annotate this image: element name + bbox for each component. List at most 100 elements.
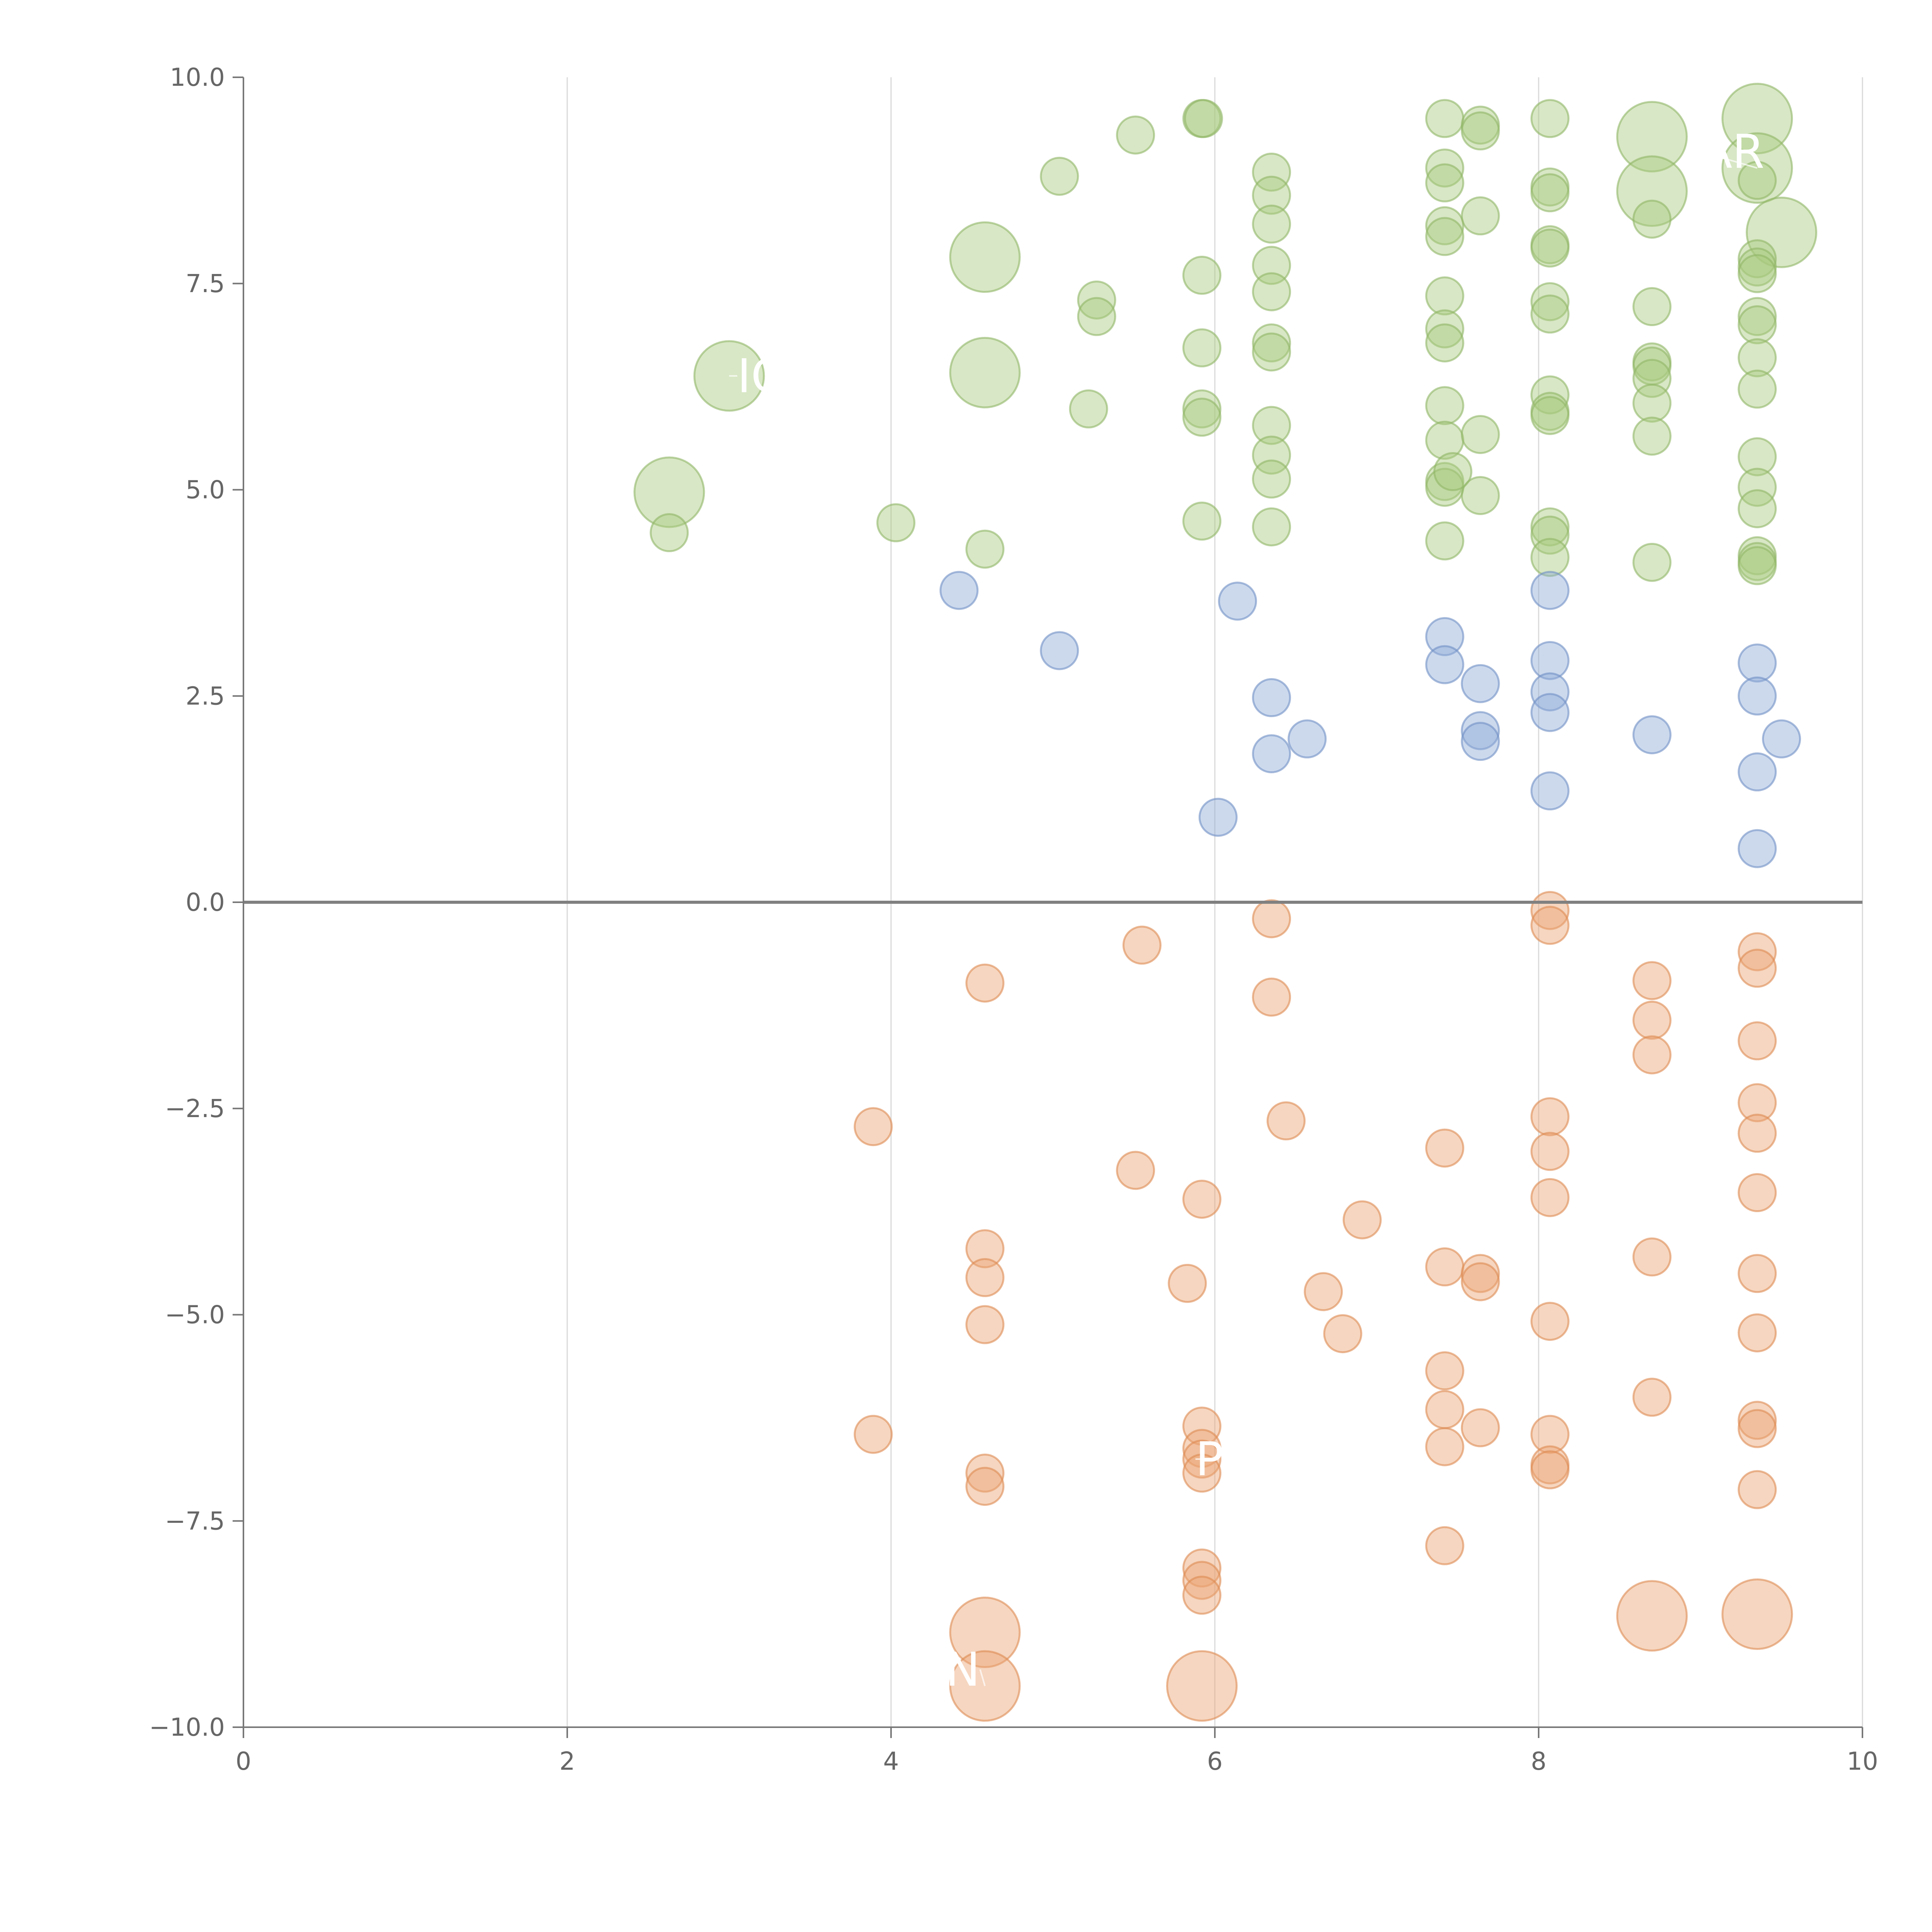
green-bubble-32 (1425, 163, 1464, 202)
green-bubble-78 (1738, 254, 1777, 293)
annotation-label: IC (737, 350, 783, 403)
annotation-label: P (1196, 1433, 1223, 1486)
blue-bubble-4 (1252, 734, 1291, 774)
orange-bubble-62 (1738, 1470, 1777, 1509)
green-bubble-27 (1252, 435, 1291, 475)
orange-bubble-49 (1632, 1237, 1672, 1277)
orange-bubble-33 (1425, 1526, 1464, 1565)
y-tick-label: 10.0 (170, 63, 225, 92)
orange-bubble-34 (1461, 1254, 1500, 1293)
blue-bubble-12 (1530, 571, 1570, 610)
green-bubble-24 (1252, 323, 1291, 362)
blue-bubble-19 (1738, 676, 1777, 716)
orange-bubble-43 (1530, 1415, 1570, 1454)
orange-bubble-45 (1530, 1450, 1570, 1490)
y-tick-label: 7.5 (185, 270, 225, 298)
orange-bubble-35 (1461, 1262, 1500, 1301)
orange-bubble-32 (1425, 1427, 1464, 1466)
green-bubble-15 (1182, 328, 1221, 367)
green-bubble-11 (1077, 280, 1116, 320)
blue-bubble-1 (1040, 631, 1079, 670)
green-bubble-10 (965, 529, 1005, 569)
blue-bubble-2 (1218, 582, 1257, 621)
green-bubble-44 (1461, 111, 1500, 151)
green-bubble-82 (1738, 369, 1777, 409)
blue-bubble-9 (1461, 664, 1500, 703)
green-bubble-60 (1530, 515, 1570, 555)
orange-bubble-11 (1116, 1151, 1155, 1190)
green-bubble-59 (1530, 507, 1570, 547)
orange-bubble-31 (1425, 1390, 1464, 1429)
blue-bubble-10 (1461, 711, 1500, 750)
orange-bubble-25 (1304, 1272, 1343, 1311)
green-bubble-17 (1182, 398, 1221, 437)
blue-bubble-17 (1632, 715, 1672, 755)
orange-bubble-41 (1530, 1178, 1570, 1217)
green-bubble-1 (1184, 99, 1223, 138)
orange-bubble-18 (1182, 1548, 1221, 1588)
green-bubble-20 (1252, 175, 1291, 215)
orange-bubble-61 (1738, 1409, 1777, 1448)
green-bubble-71 (1632, 543, 1672, 582)
x-tick-label: 0 (236, 1747, 252, 1776)
y-tick-label: −7.5 (165, 1507, 225, 1536)
green-bubble-64 (1632, 199, 1672, 239)
annotation-leader (979, 1669, 986, 1686)
orange-bubble-63 (1721, 1578, 1793, 1650)
orange-bubble-29 (1425, 1247, 1464, 1287)
orange-bubble-12 (1168, 1264, 1207, 1303)
green-bubble-37 (1425, 323, 1464, 362)
orange-bubble-1 (854, 1415, 893, 1454)
orange-bubble-60 (1738, 1401, 1777, 1440)
orange-bubble-56 (1738, 1114, 1777, 1153)
orange-bubble-13 (1182, 1180, 1221, 1219)
green-bubble-7 (633, 456, 705, 528)
blue-bubble-6 (1198, 798, 1238, 837)
orange-bubble-0 (854, 1107, 893, 1146)
green-bubble-6 (949, 337, 1021, 408)
green-bubble-3 (1040, 156, 1079, 196)
blue-bubble-7 (1425, 617, 1464, 656)
blue-bubble-3 (1252, 678, 1291, 718)
orange-bubble-38 (1530, 906, 1570, 945)
green-bubble-55 (1530, 294, 1570, 334)
green-bubble-25 (1252, 332, 1291, 372)
green-bubble-61 (1530, 538, 1570, 577)
orange-bubble-7 (965, 1467, 1005, 1506)
annotation-label: AR (1701, 125, 1764, 179)
green-bubble-85 (1738, 489, 1777, 529)
orange-bubble-52 (1738, 932, 1777, 971)
orange-bubble-50 (1632, 1378, 1672, 1417)
y-tick-label: −5.0 (165, 1301, 225, 1330)
green-bubble-48 (1461, 476, 1500, 515)
orange-bubble-27 (1342, 1200, 1382, 1240)
blue-bubble-0 (939, 571, 979, 610)
orange-bubble-53 (1738, 949, 1777, 988)
orange-bubble-4 (965, 1258, 1005, 1297)
blue-bubble-20 (1762, 719, 1801, 759)
green-bubble-26 (1252, 406, 1291, 445)
orange-bubble-48 (1632, 1035, 1672, 1075)
green-bubble-33 (1425, 206, 1464, 245)
orange-bubble-20 (1182, 1575, 1221, 1615)
green-bubble-76 (1738, 239, 1777, 279)
blue-bubble-5 (1287, 719, 1327, 759)
x-tick-label: 2 (560, 1747, 575, 1776)
y-tick-label: −10.0 (149, 1713, 225, 1742)
green-bubble-36 (1425, 309, 1464, 349)
x-tick-label: 8 (1531, 1747, 1547, 1776)
orange-bubble-55 (1738, 1083, 1777, 1122)
green-bubble-30 (1425, 99, 1464, 138)
orange-bubble-28 (1425, 1128, 1464, 1168)
orange-bubble-21 (1166, 1650, 1238, 1722)
green-bubble-70 (1632, 417, 1672, 456)
green-bubble-88 (1738, 546, 1777, 585)
green-bubble-2 (1116, 115, 1155, 155)
green-bubble-56 (1530, 375, 1570, 415)
orange-bubble-46 (1632, 961, 1672, 1000)
green-bubble-18 (1182, 502, 1221, 541)
green-bubble-58 (1530, 396, 1570, 435)
orange-bubble-6 (965, 1453, 1005, 1493)
orange-bubble-8 (949, 1596, 1021, 1668)
